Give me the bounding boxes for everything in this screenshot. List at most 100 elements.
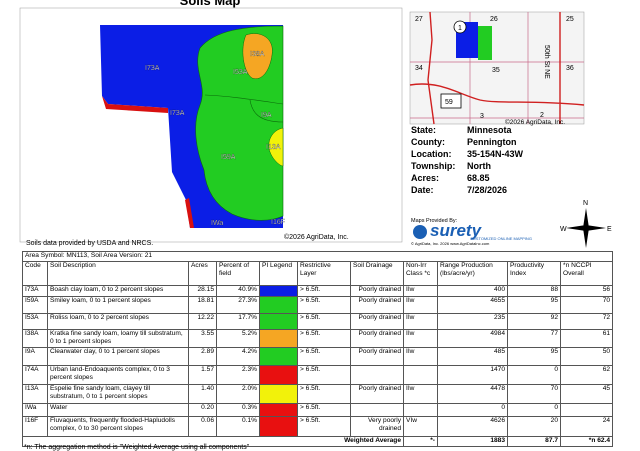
section-lines [410,12,584,124]
soil-row: I73A Boash clay loam, 0 to 2 percent slop… [22,285,614,297]
header-cell: Code [22,261,48,286]
map-label: IWa [211,220,223,227]
map-label: I53A [233,69,248,76]
info-value: Pennington [467,137,517,147]
header-cell: Restrictive Layer [297,261,351,286]
loc-label: 1 [458,25,462,32]
cell: 4.2% [216,347,260,366]
provided-by: Maps Provided By: [411,218,458,224]
header-cell: Productivity Index [507,261,561,286]
info-row: State: Minnesota [411,125,523,137]
loc-label: 36 [566,65,574,72]
compass-n: N [583,200,588,207]
weighted-nccpi: *n 62.4 [559,436,614,447]
cell: 45 [559,384,614,404]
cell: IIw [403,329,438,348]
cell: I73A [22,285,48,297]
maps: I73A I53A I38A I73A I9A I59A I13A IWa I1… [19,7,612,248]
compass-rose [566,208,606,248]
cell: 17.7% [216,313,260,330]
cell: 0.20 [188,403,217,417]
header-cell: Soil Drainage [350,261,404,286]
cell: 2.0% [216,384,260,404]
compass-w: W [560,226,567,233]
page-title: Soils Map [179,0,241,8]
info-row: Acres: 68.85 [411,173,523,185]
cell: > 6.5ft. [297,329,351,348]
cell: > 6.5ft. [297,296,351,314]
soil-row: I53A Roliss loam, 0 to 2 percent slopes 12… [22,313,614,330]
cell: > 6.5ft. [297,347,351,366]
cell: 77 [507,329,561,348]
cell: > 6.5ft. [297,416,351,437]
header-cell: Non-Irr Class *c [403,261,438,286]
cell [350,403,404,417]
cell: 24 [559,416,614,437]
map-copyright: ©2026 AgriData, Inc. [284,233,349,241]
cell: 56 [559,285,614,297]
loc-label: 35 [492,67,500,74]
header-cell: Percent of field [216,261,260,286]
cell: I9A [22,347,48,366]
area-row: Area Symbol: MN113, Soil Area Version: 2… [21,251,614,262]
cell: 50 [559,347,614,366]
header-cell: *n NCCPI Overall [559,261,614,286]
cell: I74A [22,365,48,385]
cell: Poorly drained [350,347,404,366]
roads [409,11,585,125]
cell: 27.3% [216,296,260,314]
cell: 4626 [437,416,508,437]
cell: 95 [507,347,561,366]
loc-label: 59 [445,99,453,106]
source-note: Soils data provided by USDA and NRCS. [26,240,154,247]
route-shield [440,93,462,109]
field-inset [478,26,492,60]
cell: Poorly drained [350,296,404,314]
cell: Boash clay loam, 0 to 2 percent slopes [47,285,189,297]
cell: 0 [507,403,561,417]
cell: 485 [437,347,508,366]
cell: 1470 [437,365,508,385]
soil-row: I9A Clearwater clay, 0 to 1 percent slope… [22,347,614,366]
cell: 70 [507,384,561,404]
cell: > 6.5ft. [297,285,351,297]
cell: Smiley loam, 0 to 1 percent slopes [47,296,189,314]
cell: IIw [403,384,438,404]
cell: Roliss loam, 0 to 2 percent slopes [47,313,189,330]
cell: 88 [507,285,561,297]
cell: I13A [22,384,48,404]
header-cell: Range Production (lbs/acre/yr) [437,261,508,286]
info-value: 68.85 [467,173,490,183]
map-label: I59A [221,154,236,161]
footnote: *n: The aggregation method is "Weighted … [24,444,250,451]
info-label: Township: [411,161,456,171]
compass-e: E [607,226,612,233]
pi-legend [259,384,298,404]
pi-legend [259,285,298,297]
soil-i38a [242,33,273,80]
cell [350,365,404,385]
pi-legend [259,313,298,330]
cell: Poorly drained [350,329,404,348]
info-row: County: Pennington [411,137,523,149]
cell [403,365,438,385]
map-label: I16F [271,219,285,226]
cell: 400 [437,285,508,297]
cell: > 6.5ft. [297,384,351,404]
header-row: Code Soil Description Acres Percent of fiel… [22,261,614,286]
info-value: 35-154N-43W [467,149,524,159]
cell [403,403,438,417]
cell: IIw [403,313,438,330]
area-cell: Area Symbol: MN113, Soil Area Version: 2… [21,251,614,262]
header-cell: Acres [188,261,217,286]
cell: 0 [437,403,508,417]
info-label: Acres: [411,173,440,183]
info-row: Location: 35-154N-43W [411,149,523,161]
pi-legend [259,347,298,366]
soil-row: I59A Smiley loam, 0 to 1 percent slopes 18… [22,296,614,314]
loc-label: 34 [415,65,423,72]
cell: Clearwater clay, 0 to 1 percent slopes [47,347,189,366]
cell: IIw [403,347,438,366]
weighted-row: Weighted Average *- 1883 87.7 *n 62.4 [22,436,614,447]
